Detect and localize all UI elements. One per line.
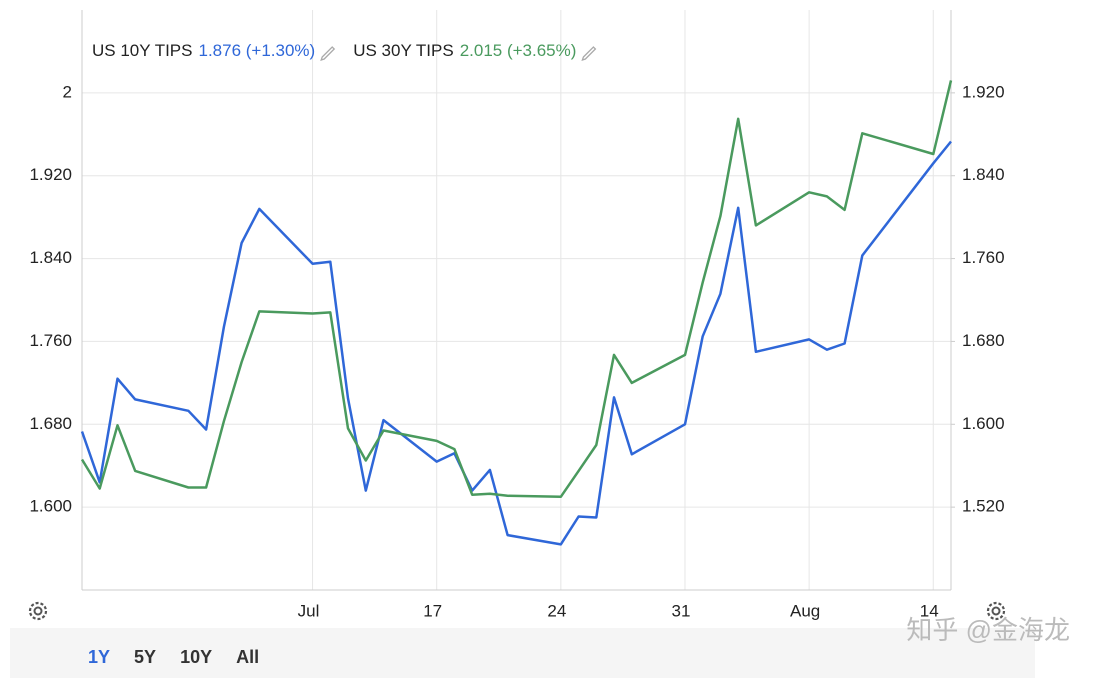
y-tick-label: 2 <box>63 82 72 101</box>
range-button[interactable]: All <box>236 647 259 667</box>
edit-icon[interactable] <box>320 46 336 62</box>
x-tick-label: 14 <box>920 601 939 620</box>
range-bar <box>10 628 1035 678</box>
y2-tick-label: 1.920 <box>962 82 1005 101</box>
series-line <box>80 140 952 546</box>
x-tick-label: Jul <box>298 601 320 620</box>
y-tick-label: 1.920 <box>29 165 72 184</box>
settings-icon[interactable] <box>986 601 1006 621</box>
settings-icon[interactable] <box>28 601 48 621</box>
legend-value: 1.876 (+1.30%) <box>198 41 315 60</box>
x-tick-label: Aug <box>790 601 820 620</box>
legend-entry: US 10Y TIPS 1.876 (+1.30%) <box>92 41 315 60</box>
watermark: 知乎 @金海龙 <box>906 615 1070 645</box>
y2-tick-label: 1.840 <box>962 165 1005 184</box>
x-tick-label: 17 <box>423 601 442 620</box>
y2-tick-label: 1.680 <box>962 331 1005 350</box>
y2-tick-label: 1.600 <box>962 414 1005 433</box>
legend-name: US 10Y TIPS <box>92 41 192 60</box>
edit-icon[interactable] <box>581 46 597 62</box>
y2-tick-label: 1.760 <box>962 248 1005 267</box>
range-button[interactable]: 5Y <box>134 647 156 667</box>
legend-entry: US 30Y TIPS 2.015 (+3.65%) <box>353 41 576 60</box>
y-tick-label: 1.600 <box>29 497 72 516</box>
series-line <box>80 80 953 499</box>
y2-tick-label: 1.520 <box>962 497 1005 516</box>
x-tick-label: 31 <box>672 601 691 620</box>
range-button[interactable]: 10Y <box>180 647 212 667</box>
range-button[interactable]: 1Y <box>88 647 110 667</box>
x-tick-label: 24 <box>547 601 566 620</box>
y-tick-label: 1.760 <box>29 331 72 350</box>
legend-value: 2.015 (+3.65%) <box>460 41 577 60</box>
legend-name: US 30Y TIPS <box>353 41 453 60</box>
y-tick-label: 1.680 <box>29 414 72 433</box>
y-tick-label: 1.840 <box>29 248 72 267</box>
